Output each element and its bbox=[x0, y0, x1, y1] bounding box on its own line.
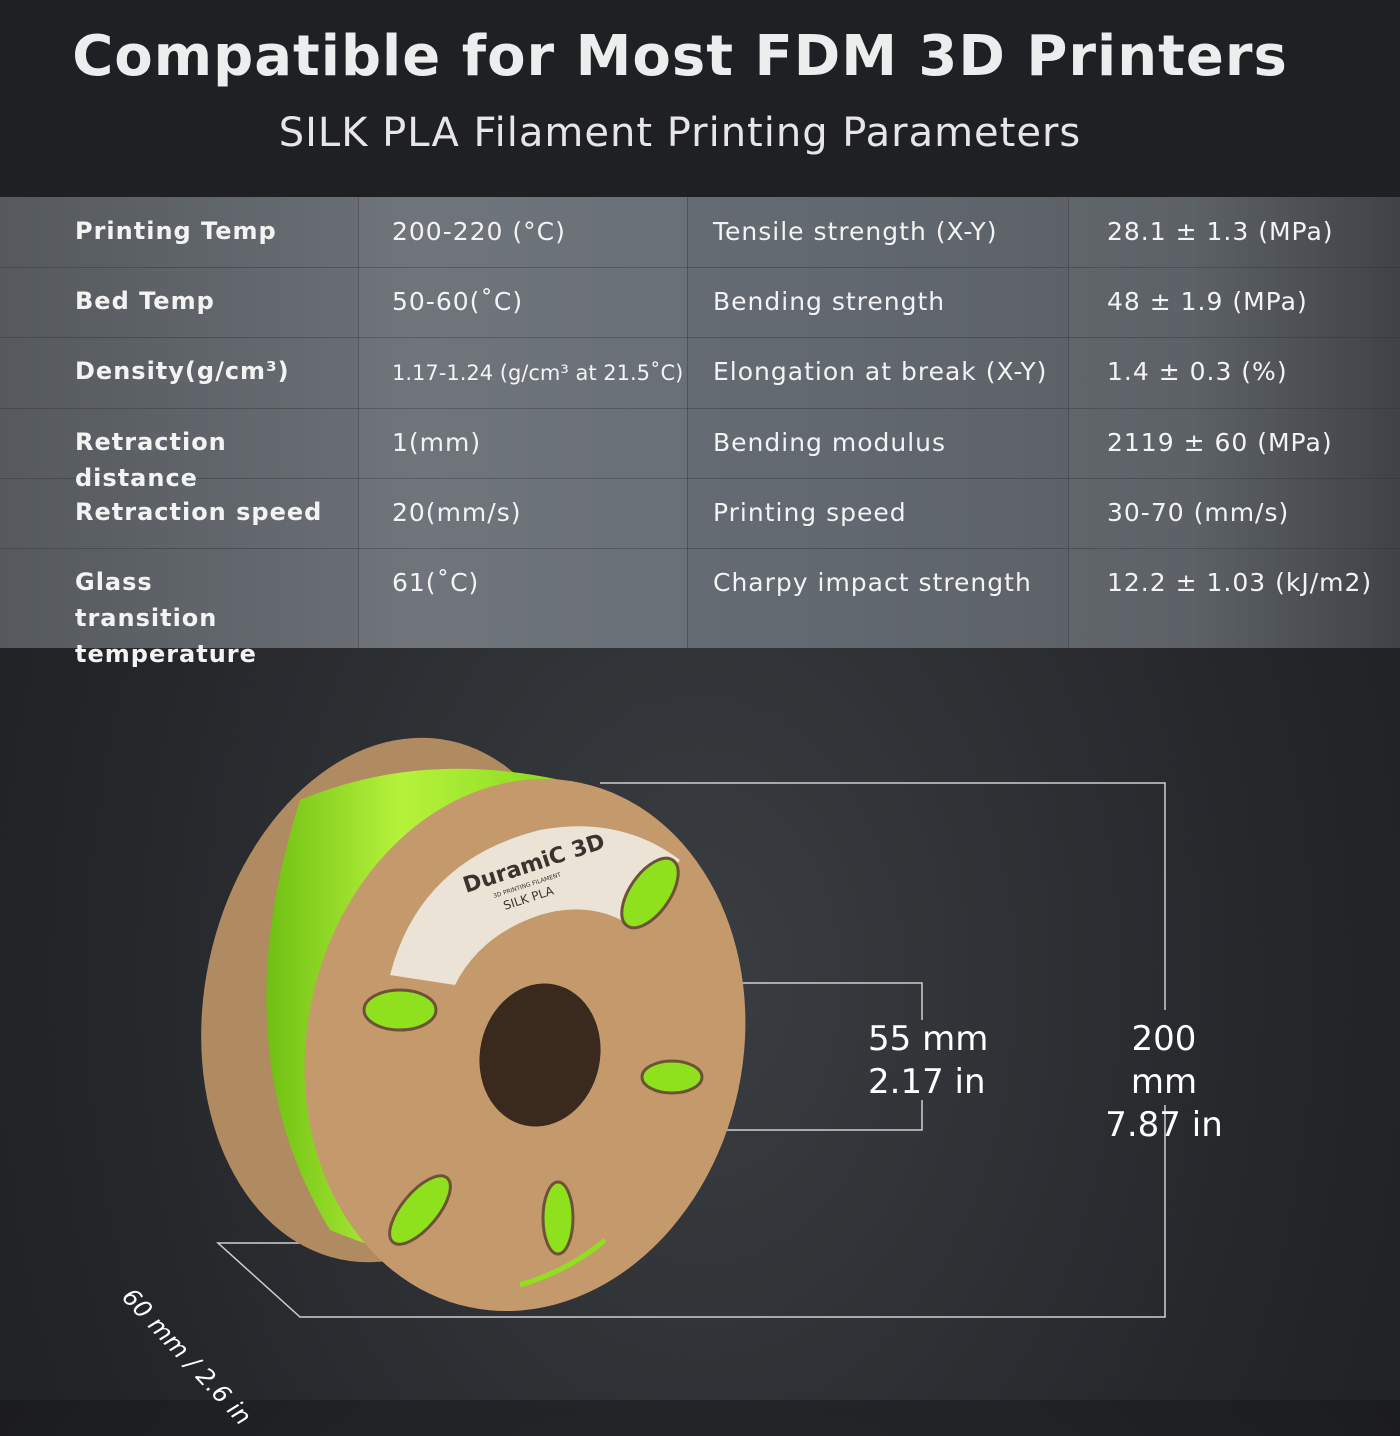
param-value: 1.4 ± 0.3 (%) bbox=[1068, 337, 1400, 408]
param-value: 200-220 (°C) bbox=[358, 197, 687, 267]
table-row: Retraction speed 20(mm/s) Printing speed… bbox=[0, 478, 1400, 549]
param-label: Retraction distance bbox=[75, 428, 227, 492]
parameters-table: Printing Temp 200-220 (°C) Tensile stren… bbox=[0, 197, 1400, 668]
param-value: 20(mm/s) bbox=[358, 478, 687, 548]
param-value: 48 ± 1.9 (MPa) bbox=[1068, 267, 1400, 337]
header: Compatible for Most FDM 3D Printers SILK… bbox=[0, 0, 1400, 197]
hub-in: 2.17 in bbox=[868, 1062, 986, 1102]
param-value: 50-60(˚C) bbox=[358, 267, 687, 337]
page-subtitle: SILK PLA Filament Printing Parameters bbox=[278, 110, 1082, 156]
diameter-in: 7.87 in bbox=[1105, 1105, 1223, 1145]
param-label: Retraction speed bbox=[75, 498, 323, 526]
param-value: 12.2 ± 1.03 (kJ/m2) bbox=[1068, 548, 1400, 648]
spool-windows bbox=[362, 856, 704, 1256]
table-row: Printing Temp 200-220 (°C) Tensile stren… bbox=[0, 197, 1400, 268]
param-label: Elongation at break (X-Y) bbox=[687, 337, 1068, 408]
param-label: Bed Temp bbox=[75, 287, 215, 315]
table-row: Density(g/cm³) 1.17-1.24 (g/cm³ at 21.5˚… bbox=[0, 337, 1400, 409]
param-value: 61(˚C) bbox=[358, 548, 687, 648]
hub-dimension: 55 mm 2.17 in bbox=[868, 1018, 988, 1104]
filament-strand bbox=[519, 1238, 607, 1288]
param-value: 30-70 (mm/s) bbox=[1068, 478, 1400, 548]
param-value: 2119 ± 60 (MPa) bbox=[1068, 408, 1400, 478]
diameter-mm: 200 mm bbox=[1130, 1019, 1198, 1102]
param-value: 28.1 ± 1.3 (MPa) bbox=[1068, 197, 1400, 267]
param-label: Bending modulus bbox=[687, 408, 1068, 478]
spool-hub-hole bbox=[479, 983, 601, 1127]
param-value: 1(mm) bbox=[358, 408, 687, 478]
param-label: Printing speed bbox=[687, 478, 1068, 548]
table-row: Retraction distance 1(mm) Bending modulu… bbox=[0, 408, 1400, 492]
param-value: 1.17-1.24 (g/cm³ at 21.5˚C) bbox=[358, 337, 687, 408]
table-row: Glass transition temperature 61(˚C) Char… bbox=[0, 548, 1400, 668]
hub-mm: 55 mm bbox=[868, 1019, 989, 1059]
param-label: Density(g/cm³) bbox=[75, 357, 290, 385]
spool-illustration: DuramiC 3D 3D PRINTING FILAMENT SILK PLA bbox=[201, 737, 1166, 1318]
page-title: Compatible for Most FDM 3D Printers bbox=[72, 24, 1288, 89]
param-label: Glass transition temperature bbox=[75, 568, 257, 668]
param-label: Bending strength bbox=[687, 267, 1068, 337]
spool-label bbox=[390, 826, 680, 985]
diameter-dimension: 200 mm 7.87 in bbox=[1094, 1018, 1234, 1147]
param-label: Charpy impact strength bbox=[687, 548, 1068, 648]
table-row: Bed Temp 50-60(˚C) Bending strength 48 ±… bbox=[0, 267, 1400, 338]
param-label: Printing Temp bbox=[75, 217, 277, 245]
param-label: Tensile strength (X-Y) bbox=[687, 197, 1068, 267]
